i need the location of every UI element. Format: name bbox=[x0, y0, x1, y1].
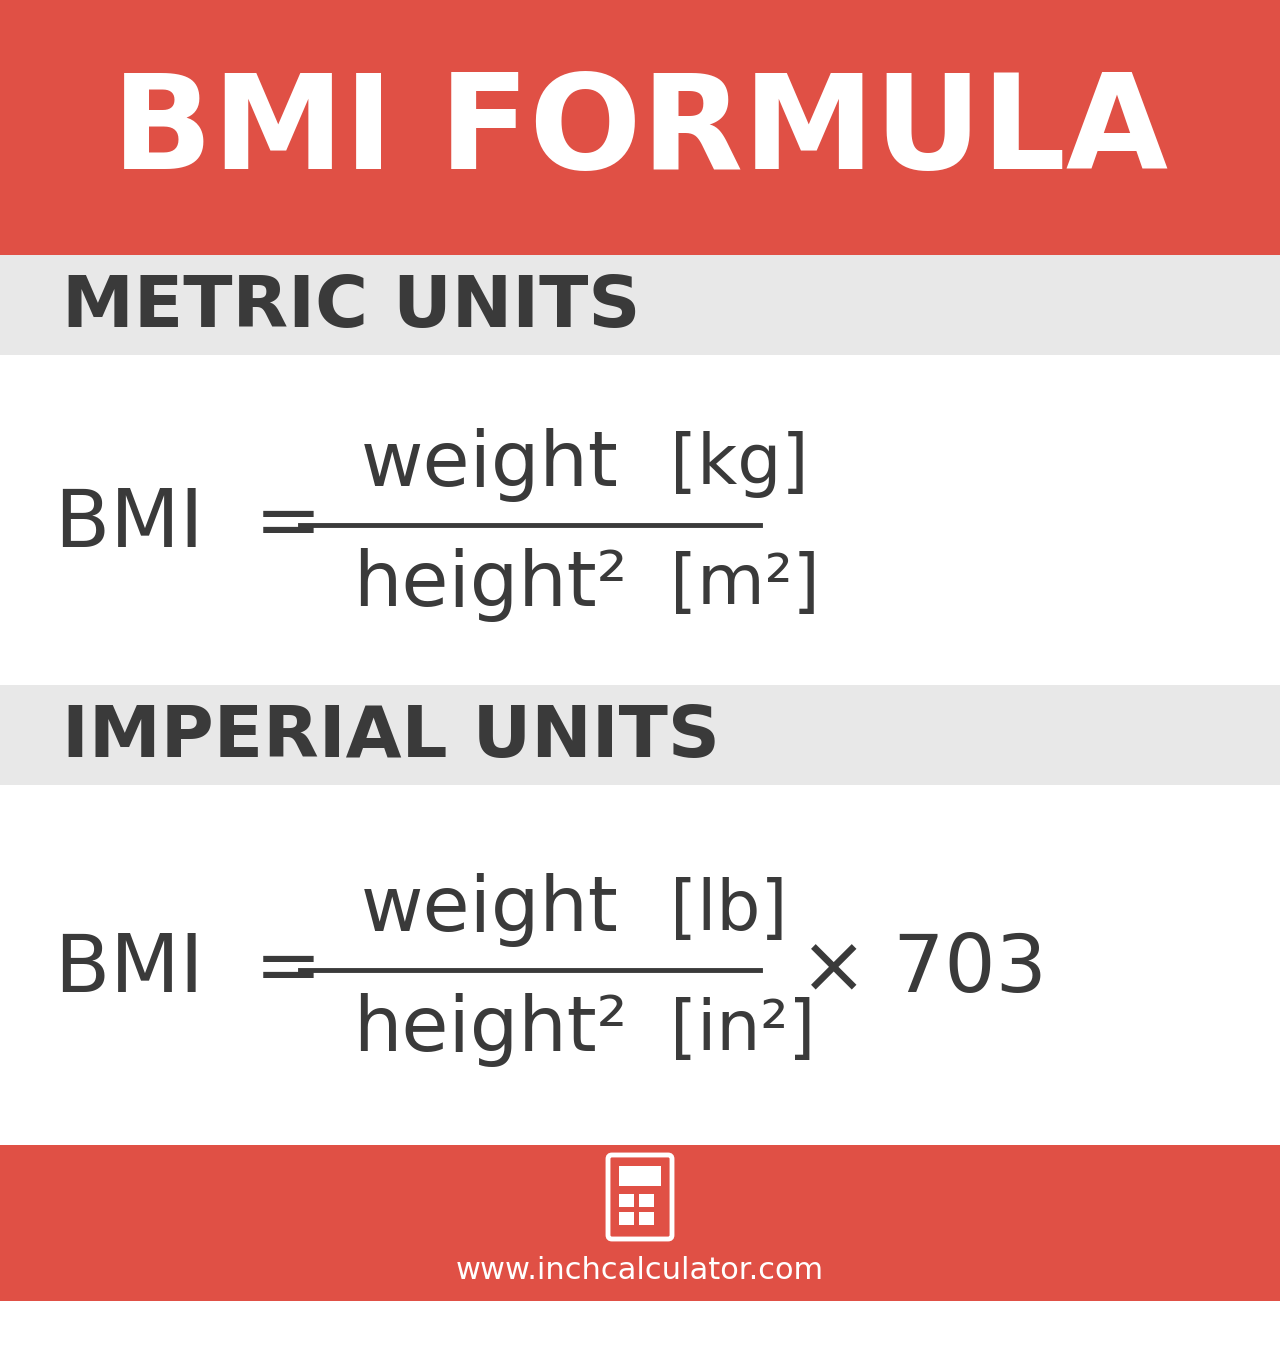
Bar bbox=[0, 255, 1280, 355]
Bar bbox=[639, 1212, 654, 1224]
Bar bbox=[620, 1212, 634, 1224]
Bar bbox=[0, 355, 1280, 685]
Text: METRIC UNITS: METRIC UNITS bbox=[61, 274, 640, 343]
Bar bbox=[0, 785, 1280, 1144]
Text: BMI  =: BMI = bbox=[55, 485, 323, 564]
Text: weight: weight bbox=[361, 873, 620, 946]
Text: weight: weight bbox=[361, 428, 620, 502]
Text: [in²]: [in²] bbox=[669, 997, 815, 1063]
Bar bbox=[0, 0, 1280, 255]
Text: BMI  =: BMI = bbox=[55, 932, 323, 1009]
Bar bbox=[620, 1166, 660, 1186]
Bar bbox=[0, 685, 1280, 785]
Bar bbox=[639, 1195, 654, 1207]
Text: BMI FORMULA: BMI FORMULA bbox=[113, 69, 1169, 197]
Bar bbox=[620, 1195, 634, 1207]
Text: height²: height² bbox=[353, 548, 627, 622]
Text: www.inchcalculator.com: www.inchcalculator.com bbox=[456, 1256, 824, 1285]
Bar bbox=[0, 1144, 1280, 1300]
Text: [m²]: [m²] bbox=[669, 552, 819, 618]
Text: × 703: × 703 bbox=[800, 932, 1047, 1009]
Text: [lb]: [lb] bbox=[669, 876, 787, 944]
Text: [kg]: [kg] bbox=[669, 431, 809, 499]
Text: IMPERIAL UNITS: IMPERIAL UNITS bbox=[61, 704, 719, 773]
Text: height²: height² bbox=[353, 993, 627, 1067]
